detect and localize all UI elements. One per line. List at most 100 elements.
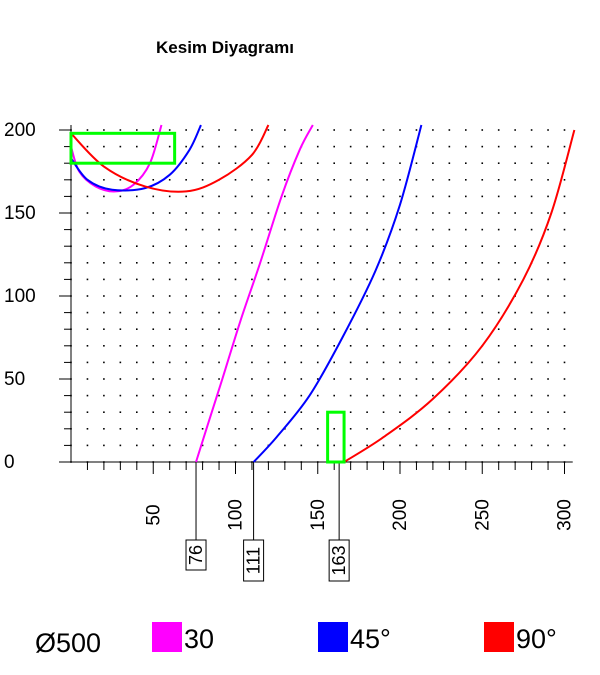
grid-dot bbox=[185, 378, 187, 380]
grid-dot bbox=[234, 129, 237, 131]
grid-dot bbox=[300, 394, 303, 397]
series-1-curve-1 bbox=[70, 124, 202, 192]
grid-dot bbox=[530, 394, 533, 397]
grid-dot bbox=[316, 411, 319, 413]
grid-dot bbox=[399, 179, 401, 181]
grid-dot bbox=[514, 129, 516, 131]
grid-dot bbox=[432, 195, 434, 198]
grid-dot bbox=[284, 228, 286, 231]
grid-dot bbox=[415, 278, 418, 281]
grid-dot bbox=[168, 228, 171, 231]
grid-dot bbox=[316, 394, 319, 397]
grid-dot bbox=[547, 328, 549, 330]
grid-dot bbox=[152, 345, 155, 347]
grid-dot bbox=[547, 311, 549, 314]
grid-dot bbox=[333, 428, 335, 430]
grid-dot bbox=[234, 162, 237, 164]
grid-dot bbox=[497, 411, 500, 413]
grid-dot bbox=[251, 394, 253, 397]
legend-item-30: 30 bbox=[152, 622, 214, 655]
grid-dot bbox=[152, 145, 155, 148]
grid-dot bbox=[201, 129, 204, 131]
grid-dot bbox=[382, 129, 385, 131]
grid-dot bbox=[119, 345, 122, 347]
grid-dot bbox=[333, 444, 335, 447]
grid-dot bbox=[514, 328, 516, 330]
grid-dot bbox=[349, 278, 352, 281]
legend-swatch-45 bbox=[318, 622, 348, 652]
grid-dot bbox=[382, 145, 385, 148]
grid-dot bbox=[234, 195, 237, 198]
grid-dot bbox=[382, 411, 385, 413]
grid-dot bbox=[465, 195, 467, 198]
grid-dot bbox=[448, 345, 451, 347]
chart-title: Kesim Diyagramı bbox=[156, 38, 294, 57]
grid-dot bbox=[168, 411, 171, 413]
grid-dot bbox=[333, 278, 335, 281]
grid-dot bbox=[251, 428, 253, 430]
grid-dot bbox=[497, 311, 500, 314]
grid-dot bbox=[316, 145, 319, 148]
x-tick-label: 100 bbox=[226, 499, 247, 531]
grid-dot bbox=[399, 212, 401, 214]
grid-dot bbox=[119, 295, 122, 297]
grid-dot bbox=[432, 129, 434, 131]
grid-dot bbox=[251, 345, 253, 347]
grid-dot bbox=[563, 428, 566, 430]
grid-dot bbox=[563, 262, 566, 264]
grid-dot bbox=[185, 411, 187, 413]
grid-dot bbox=[497, 328, 500, 330]
grid-dot bbox=[86, 311, 89, 314]
grid-dot bbox=[185, 162, 187, 164]
grid-dot bbox=[448, 162, 451, 164]
grid-dot bbox=[415, 378, 418, 380]
grid-dot bbox=[152, 212, 155, 214]
grid-dot bbox=[563, 245, 566, 247]
grid-dot bbox=[119, 361, 122, 364]
grid-dot bbox=[333, 129, 335, 131]
grid-dot bbox=[218, 129, 220, 131]
grid-dot bbox=[448, 295, 451, 297]
grid-dot bbox=[481, 162, 484, 164]
grid-dot bbox=[497, 228, 500, 231]
grid-dot bbox=[448, 361, 451, 364]
grid-dot bbox=[168, 195, 171, 198]
grid-dot bbox=[218, 394, 220, 397]
grid-dot bbox=[168, 345, 171, 347]
grid-dot bbox=[267, 278, 270, 281]
x-tick-label: 50 bbox=[143, 504, 164, 525]
grid-dot bbox=[432, 162, 434, 164]
grid-dot bbox=[465, 162, 467, 164]
grid-dot bbox=[284, 195, 286, 198]
legend-swatch-90 bbox=[484, 622, 514, 652]
grid-dot bbox=[86, 444, 89, 447]
grid-dot bbox=[136, 228, 138, 231]
grid-dot bbox=[267, 228, 270, 231]
legend-diameter: Ø500 bbox=[35, 628, 101, 659]
grid-dot bbox=[86, 378, 89, 380]
grid-dot bbox=[300, 295, 303, 297]
grid-dot bbox=[563, 162, 566, 164]
grid-dot bbox=[415, 328, 418, 330]
grid-dot bbox=[399, 328, 401, 330]
grid-dot bbox=[481, 311, 484, 314]
grid-dot bbox=[547, 262, 549, 264]
grid-dot bbox=[547, 212, 549, 214]
grid-dot bbox=[465, 212, 467, 214]
grid-dot bbox=[251, 295, 253, 297]
x-marker-box bbox=[243, 539, 265, 582]
grid-dot bbox=[415, 129, 418, 131]
grid-dot bbox=[119, 212, 122, 214]
grid-dot bbox=[152, 295, 155, 297]
grid-dot bbox=[563, 212, 566, 214]
x-marker-label: 111 bbox=[244, 547, 264, 574]
grid-dot bbox=[185, 428, 187, 430]
grid-dot bbox=[448, 195, 451, 198]
grid-dot bbox=[481, 295, 484, 297]
grid-dot bbox=[136, 295, 138, 297]
grid-dot bbox=[349, 345, 352, 347]
grid-dot bbox=[465, 328, 467, 330]
grid-dot bbox=[349, 162, 352, 164]
grid-dot bbox=[514, 361, 516, 364]
grid-dot bbox=[465, 394, 467, 397]
